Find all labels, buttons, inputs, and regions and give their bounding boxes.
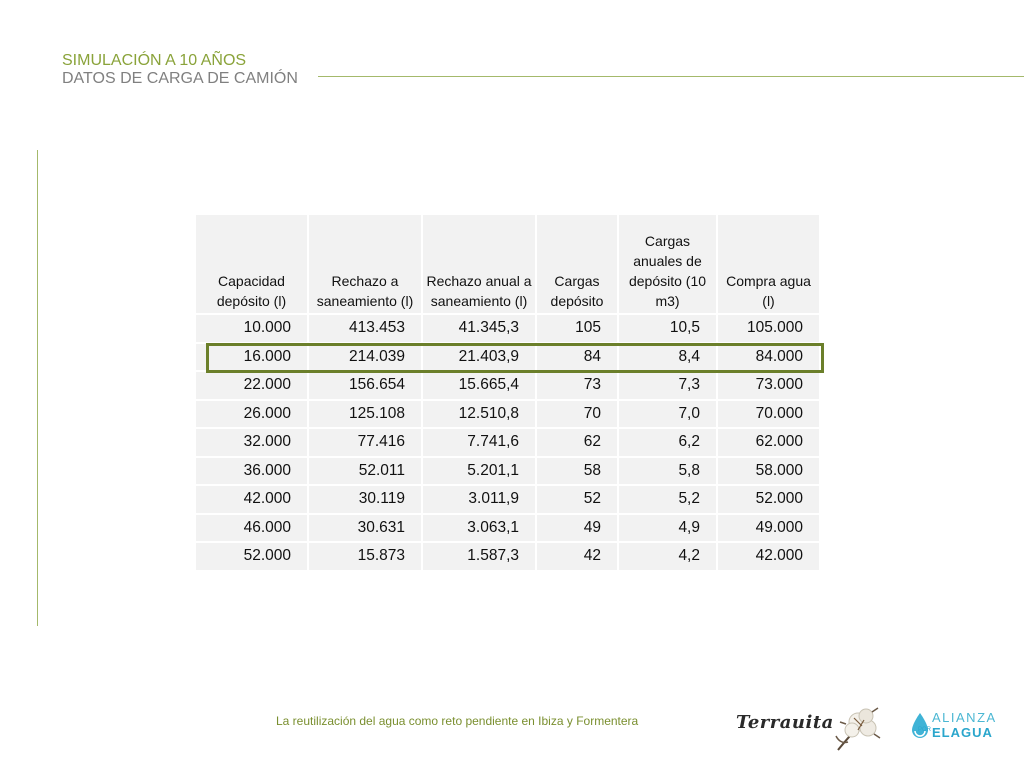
- table-cell: 3.063,1: [423, 514, 537, 543]
- header-cargas-anuales: Cargas anuales de depósito (10 m3): [619, 215, 718, 315]
- table-row-highlighted: 16.000 214.039 21.403,9 84 8,4 84.000: [196, 343, 821, 372]
- table-cell: 21.403,9: [423, 343, 537, 372]
- table-cell: 22.000: [196, 372, 309, 401]
- table-cell: 77.416: [309, 429, 423, 458]
- table-cell: 49.000: [718, 514, 821, 543]
- table-cell: 12.510,8: [423, 400, 537, 429]
- table-cell: 5,8: [619, 457, 718, 486]
- header-rechazo: Rechazo a saneamiento (l): [309, 215, 423, 315]
- table-cell: 105.000: [718, 315, 821, 344]
- table-row: 52.000 15.873 1.587,3 42 4,2 42.000: [196, 543, 821, 572]
- table-cell: 41.345,3: [423, 315, 537, 344]
- table-cell: 26.000: [196, 400, 309, 429]
- table-row: 22.000 156.654 15.665,4 73 7,3 73.000: [196, 372, 821, 401]
- alianza-por-text: POR: [918, 727, 932, 733]
- table-cell: 6,2: [619, 429, 718, 458]
- table-cell: 30.119: [309, 486, 423, 515]
- table-cell: 413.453: [309, 315, 423, 344]
- table-cell: 3.011,9: [423, 486, 537, 515]
- table-cell: 7,3: [619, 372, 718, 401]
- table-cell: 4,2: [619, 543, 718, 572]
- table-row: 42.000 30.119 3.011,9 52 5,2 52.000: [196, 486, 821, 515]
- table-cell: 105: [537, 315, 619, 344]
- table-cell: 42.000: [196, 486, 309, 515]
- row-highlight-box: [206, 343, 824, 373]
- terrauita-logo: Terrauita: [736, 704, 884, 754]
- table-row: 46.000 30.631 3.063,1 49 4,9 49.000: [196, 514, 821, 543]
- table-cell: 7.741,6: [423, 429, 537, 458]
- table-cell: 52: [537, 486, 619, 515]
- table-cell: 58: [537, 457, 619, 486]
- header-rechazo-anual: Rechazo anual a saneamiento (l): [423, 215, 537, 315]
- table-cell: 58.000: [718, 457, 821, 486]
- table-cell: 10.000: [196, 315, 309, 344]
- header-cargas: Cargas depósito: [537, 215, 619, 315]
- table-cell: 46.000: [196, 514, 309, 543]
- table-row: 10.000 413.453 41.345,3 105 10,5 105.000: [196, 315, 821, 344]
- table-header-row: Capacidad depósito (l) Rechazo a saneami…: [196, 215, 821, 315]
- data-table: Capacidad depósito (l) Rechazo a saneami…: [196, 215, 821, 572]
- table-cell: 42.000: [718, 543, 821, 572]
- table-row: 26.000 125.108 12.510,8 70 7,0 70.000: [196, 400, 821, 429]
- table-cell: 10,5: [619, 315, 718, 344]
- table-cell: 62: [537, 429, 619, 458]
- table-cell: 16.000: [196, 343, 309, 372]
- table-cell: 70.000: [718, 400, 821, 429]
- table-row: 32.000 77.416 7.741,6 62 6,2 62.000: [196, 429, 821, 458]
- side-divider: [37, 150, 38, 626]
- table-cell: 5.201,1: [423, 457, 537, 486]
- table-cell: 15.665,4: [423, 372, 537, 401]
- table-cell: 62.000: [718, 429, 821, 458]
- slide-title-block: SIMULACIÓN A 10 AÑOS DATOS DE CARGA DE C…: [62, 52, 298, 88]
- water-drop-icon: [912, 713, 928, 738]
- header-compra-agua: Compra agua (l): [718, 215, 821, 315]
- table-cell: 52.000: [196, 543, 309, 572]
- table-cell: 73.000: [718, 372, 821, 401]
- table-cell: 52.000: [718, 486, 821, 515]
- table-cell: 15.873: [309, 543, 423, 572]
- slide-subtitle: DATOS DE CARGA DE CAMIÓN: [62, 70, 298, 87]
- table-cell: 73: [537, 372, 619, 401]
- table-cell: 7,0: [619, 400, 718, 429]
- alianza-text: ALIANZA: [932, 710, 997, 725]
- title-divider: [318, 76, 1024, 77]
- footer-text: La reutilización del agua como reto pend…: [276, 714, 639, 728]
- table-cell: 5,2: [619, 486, 718, 515]
- table-cell: 49: [537, 514, 619, 543]
- table-cell: 4,9: [619, 514, 718, 543]
- table-cell: 52.011: [309, 457, 423, 486]
- table-cell: 42: [537, 543, 619, 572]
- table-cell: 125.108: [309, 400, 423, 429]
- table-cell: 36.000: [196, 457, 309, 486]
- table-cell: 30.631: [309, 514, 423, 543]
- alianza-por-el-agua-logo: ALIANZA POR ELAGUA: [910, 710, 1005, 742]
- header-capacidad: Capacidad depósito (l): [196, 215, 309, 315]
- table-row: 36.000 52.011 5.201,1 58 5,8 58.000: [196, 457, 821, 486]
- el-agua-text: ELAGUA: [932, 725, 993, 740]
- table-cell: 1.587,3: [423, 543, 537, 572]
- slide-title: SIMULACIÓN A 10 AÑOS: [62, 52, 247, 69]
- cotton-flower-icon: [835, 707, 881, 751]
- table-cell: 70: [537, 400, 619, 429]
- table-cell: 32.000: [196, 429, 309, 458]
- table-cell: 156.654: [309, 372, 423, 401]
- terrauita-wordmark: Terrauita: [736, 712, 834, 733]
